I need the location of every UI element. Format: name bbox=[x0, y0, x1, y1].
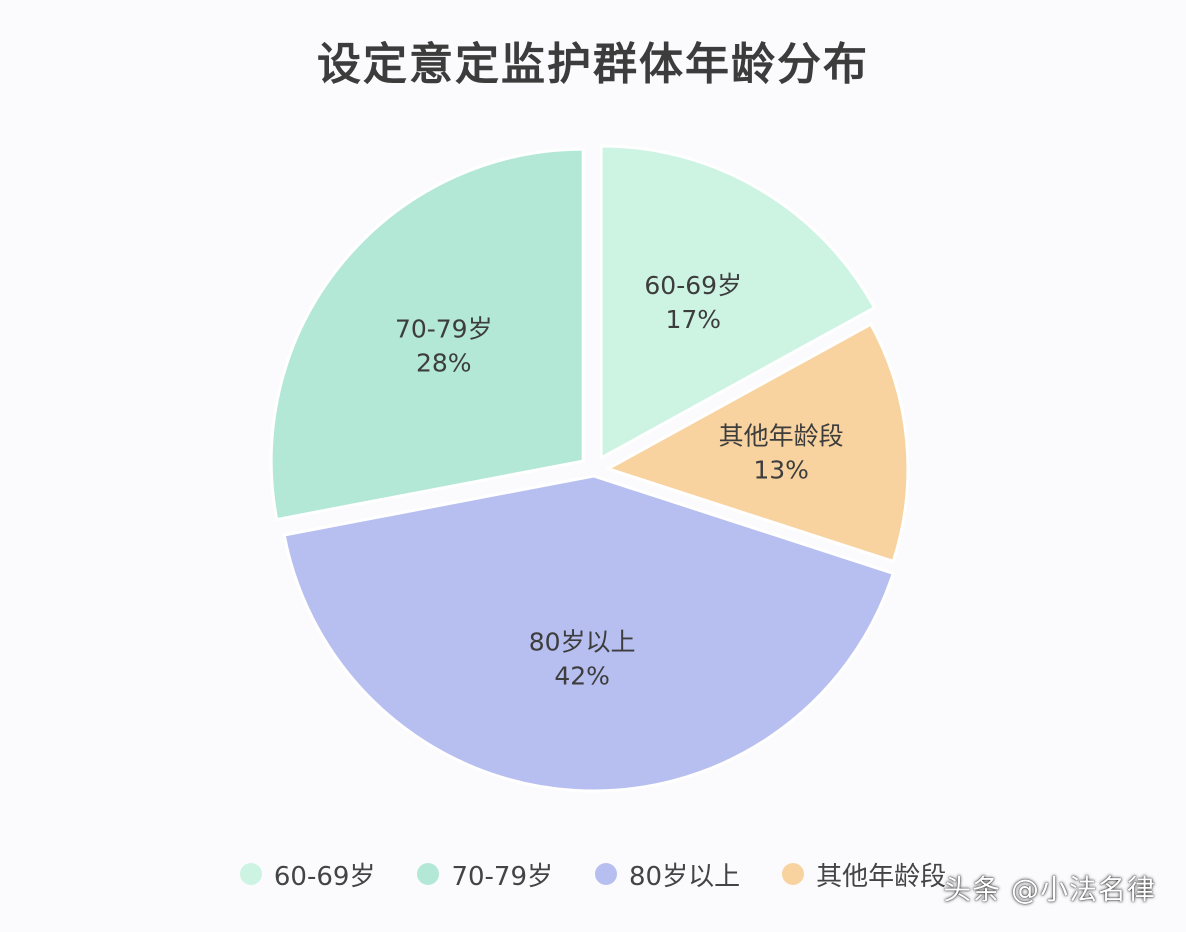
legend-item-60-69[interactable]: 60-69岁 bbox=[239, 856, 376, 893]
legend-item-80-plus[interactable]: 80岁以上 bbox=[595, 856, 740, 893]
legend-label: 80岁以上 bbox=[629, 861, 741, 892]
watermark: 头条 @小法名律 bbox=[943, 873, 1156, 906]
pie-slice[interactable] bbox=[282, 474, 895, 793]
slice-percent-label: 42% bbox=[554, 661, 610, 690]
slice-name-label: 其他年龄段 bbox=[719, 421, 844, 450]
slice-percent-label: 28% bbox=[416, 349, 472, 378]
legend-item-other[interactable]: 其他年龄段 bbox=[782, 856, 946, 893]
legend-label: 60-69岁 bbox=[273, 861, 376, 892]
legend-dot bbox=[595, 863, 617, 885]
legend-dot bbox=[417, 863, 440, 885]
slice-name-label: 80岁以上 bbox=[529, 627, 636, 656]
legend-dot bbox=[782, 863, 805, 885]
slice-name-label: 60-69岁 bbox=[644, 271, 742, 300]
legend-label: 其他年龄段 bbox=[816, 861, 947, 892]
legend-label: 70-79岁 bbox=[451, 861, 553, 892]
slice-percent-label: 17% bbox=[665, 305, 721, 334]
legend-dot bbox=[239, 863, 262, 885]
legend: 60-69岁 70-79岁 80岁以上 其他年龄段 bbox=[0, 852, 1186, 896]
legend-item-70-79[interactable]: 70-79岁 bbox=[417, 856, 553, 893]
pie-slice[interactable] bbox=[599, 144, 877, 460]
pie-slice[interactable] bbox=[606, 322, 910, 563]
chart-title: 设定意定监护群体年龄分布 bbox=[317, 39, 869, 90]
slice-name-label: 70-79岁 bbox=[395, 315, 493, 344]
slice-percent-label: 13% bbox=[753, 455, 809, 484]
pie-slice[interactable] bbox=[269, 147, 585, 522]
